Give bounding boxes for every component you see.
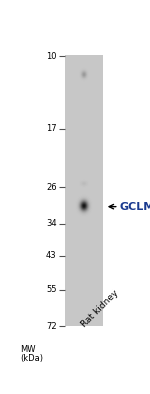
Text: 10: 10 — [46, 52, 57, 61]
Text: 17: 17 — [46, 125, 57, 134]
Text: 34: 34 — [46, 219, 57, 228]
Text: 26: 26 — [46, 182, 57, 191]
Text: 43: 43 — [46, 251, 57, 260]
FancyBboxPatch shape — [65, 56, 102, 326]
Text: GCLM: GCLM — [120, 202, 150, 212]
Text: 72: 72 — [46, 322, 57, 331]
Text: MW
(kDa): MW (kDa) — [20, 345, 43, 363]
Text: 55: 55 — [46, 285, 57, 294]
Text: Rat kidney: Rat kidney — [80, 289, 120, 329]
